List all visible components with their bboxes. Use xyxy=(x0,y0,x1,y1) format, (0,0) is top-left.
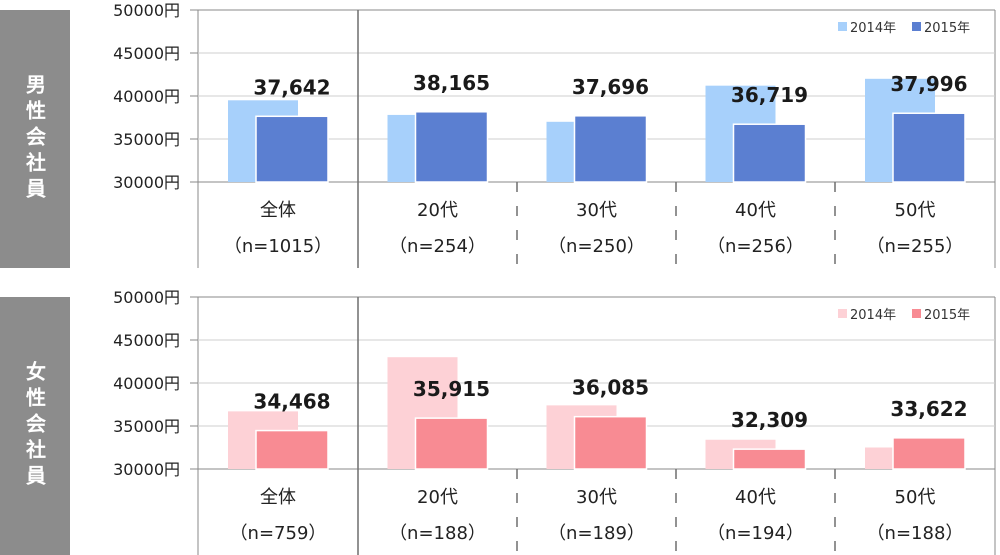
male-y-tick-label: 35000円 xyxy=(113,130,180,149)
female-category-label-3: 40代 xyxy=(735,487,776,508)
female-legend-swatch-2015 xyxy=(912,309,921,318)
female-bar-2015-0 xyxy=(255,429,329,470)
female-data-label-2: 36,085 xyxy=(572,376,649,400)
female-y-tick-label: 40000円 xyxy=(113,374,180,393)
female-bar-2015-1 xyxy=(414,417,489,470)
female-y-tick-label: 45000円 xyxy=(113,331,180,350)
male-chart-svg: 50000円 45000円 40000円 35000円 30000円 37,642 全体 （n… xyxy=(113,1,996,268)
male-sample-size-0: （n=1015） xyxy=(224,236,332,257)
female-sample-size-1: （n=188） xyxy=(389,523,486,544)
female-sample-size-0: （n=759） xyxy=(230,523,327,544)
male-panel-label-text: 男性会社員 xyxy=(22,74,47,204)
female-data-label-1: 35,915 xyxy=(413,377,490,401)
female-sample-size-3: （n=194） xyxy=(707,523,804,544)
male-bar-2015-2 xyxy=(573,115,648,183)
male-chart-panel: 男性会社員 50000円 45000円 40000円 35000円 30000円 37,6… xyxy=(0,0,1000,268)
female-legend-label-2015: 2015年 xyxy=(924,308,970,323)
male-panel-label: 男性会社員 xyxy=(0,10,70,268)
female-y-tick-label: 35000円 xyxy=(113,417,180,436)
male-data-label-0: 37,642 xyxy=(253,75,330,99)
female-category-label-1: 20代 xyxy=(417,487,458,508)
male-legend-label-2014: 2014年 xyxy=(850,21,896,36)
male-category-label-3: 40代 xyxy=(735,200,776,221)
male-bar-2015-3 xyxy=(732,123,807,183)
male-data-label-4: 37,996 xyxy=(890,72,967,96)
male-y-tick-label: 40000円 xyxy=(113,87,180,106)
male-bar-2015-4 xyxy=(892,112,966,183)
male-sample-size-1: （n=254） xyxy=(389,236,486,257)
female-bar-2015-2 xyxy=(573,415,648,470)
female-bar-2015-3 xyxy=(732,448,807,470)
male-category-label-4: 50代 xyxy=(895,200,936,221)
female-category-label-0: 全体 xyxy=(260,487,296,508)
female-category-label-2: 30代 xyxy=(576,487,617,508)
male-y-tick-label: 50000円 xyxy=(113,1,180,20)
female-data-label-0: 34,468 xyxy=(253,390,330,414)
male-legend-swatch-2014 xyxy=(838,22,847,31)
female-chart-svg: 50000円 45000円 40000円 35000円 30000円 34,468 全体 （n… xyxy=(113,288,996,555)
female-sample-size-4: （n=188） xyxy=(867,523,964,544)
male-category-label-1: 20代 xyxy=(417,200,458,221)
male-category-label-2: 30代 xyxy=(576,200,617,221)
male-data-label-1: 38,165 xyxy=(413,71,490,95)
male-category-label-0: 全体 xyxy=(260,200,296,221)
female-data-label-4: 33,622 xyxy=(890,397,967,421)
male-legend-swatch-2015 xyxy=(912,22,921,31)
male-bar-2015-0 xyxy=(255,115,329,183)
male-sample-size-2: （n=250） xyxy=(548,236,645,257)
male-data-label-2: 37,696 xyxy=(572,75,649,99)
male-sample-size-4: （n=255） xyxy=(867,236,964,257)
female-legend-swatch-2014 xyxy=(838,309,847,318)
female-chart-panel: 女性会社員 50000円 45000円 40000円 35000円 30000円 34,4… xyxy=(0,287,1000,555)
female-sample-size-2: （n=189） xyxy=(548,523,645,544)
male-bar-2015-1 xyxy=(414,111,489,183)
male-data-label-3: 36,719 xyxy=(731,83,808,107)
male-y-tick-label: 45000円 xyxy=(113,44,180,63)
female-bar-2015-4 xyxy=(892,437,966,470)
male-sample-size-3: （n=256） xyxy=(707,236,804,257)
male-legend-label-2015: 2015年 xyxy=(924,21,970,36)
female-y-tick-label: 50000円 xyxy=(113,288,180,307)
male-y-tick-label: 30000円 xyxy=(113,173,180,192)
female-legend-label-2014: 2014年 xyxy=(850,308,896,323)
female-category-label-4: 50代 xyxy=(895,487,936,508)
female-panel-label: 女性会社員 xyxy=(0,297,70,555)
female-data-label-3: 32,309 xyxy=(731,408,808,432)
female-y-tick-label: 30000円 xyxy=(113,460,180,479)
female-panel-label-text: 女性会社員 xyxy=(22,361,47,491)
